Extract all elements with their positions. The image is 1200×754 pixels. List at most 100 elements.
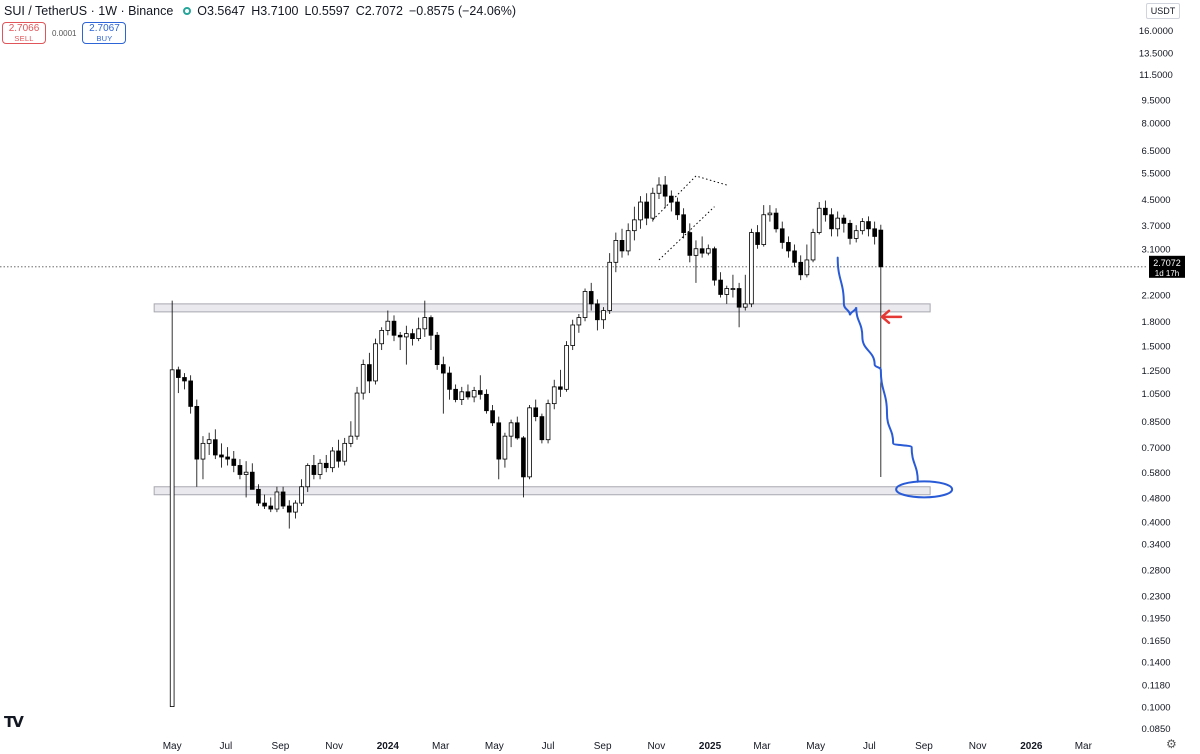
candle xyxy=(687,223,693,263)
candle-body-down xyxy=(533,407,539,418)
candle-body-up xyxy=(317,462,323,475)
candle xyxy=(601,307,606,329)
candle-body-up xyxy=(545,403,551,441)
candle xyxy=(798,255,804,281)
candle xyxy=(293,500,298,519)
target-circle[interactable] xyxy=(895,480,954,499)
candle xyxy=(459,386,465,406)
x-tick-label: Sep xyxy=(915,741,933,752)
candle-body-down xyxy=(434,334,440,365)
candle-body-up xyxy=(305,465,311,488)
candle-body-down xyxy=(786,242,791,252)
candle xyxy=(212,429,218,460)
y-tick-label: 1.2500 xyxy=(1141,366,1170,377)
candle xyxy=(823,200,828,222)
candle-body-down xyxy=(484,393,489,412)
projection-path[interactable] xyxy=(836,256,919,483)
candle xyxy=(317,459,323,480)
candle xyxy=(804,244,810,278)
candle-body-up xyxy=(293,502,298,513)
candle xyxy=(761,205,767,247)
candle xyxy=(243,461,249,498)
x-tick-label: Mar xyxy=(1075,741,1093,752)
candle-body-down xyxy=(675,201,680,216)
candle-body-down xyxy=(718,279,723,295)
candle-body-up xyxy=(804,259,810,276)
y-tick-label: 0.1000 xyxy=(1141,703,1170,714)
candle xyxy=(878,224,884,477)
candle-body-down xyxy=(231,458,237,466)
candle-body-up xyxy=(730,288,736,290)
candle-body-up xyxy=(582,291,588,318)
wedge-lower-line[interactable] xyxy=(658,206,715,261)
candle xyxy=(490,405,495,427)
candle-body-down xyxy=(212,439,218,456)
x-tick-label: Nov xyxy=(969,741,987,752)
buy-button[interactable]: 2.7067 BUY xyxy=(82,22,127,44)
buy-price: 2.7067 xyxy=(89,23,120,34)
candle-body-up xyxy=(767,212,773,216)
y-tick-label: 0.2300 xyxy=(1141,592,1170,603)
candle xyxy=(397,332,403,351)
y-tick-label: 0.3400 xyxy=(1141,539,1170,550)
candle-body-down xyxy=(428,317,434,336)
candle xyxy=(779,221,785,249)
candle xyxy=(607,253,612,315)
candle-body-up xyxy=(570,324,576,346)
candle-body-down xyxy=(847,222,853,239)
red-arrow-icon[interactable] xyxy=(880,309,903,325)
y-tick-label: 0.4000 xyxy=(1141,518,1170,529)
y-tick-label: 2.2000 xyxy=(1141,290,1170,301)
candle-body-down xyxy=(644,201,649,219)
time-axis[interactable]: May Jul Sep Nov 2024 Mar May Jul Sep Nov 2025 Mar Ma… xyxy=(163,741,1093,752)
candle xyxy=(348,421,354,448)
tradingview-logo-icon[interactable]: TV xyxy=(4,713,24,731)
candle-body-up xyxy=(422,317,428,330)
candle-body-up xyxy=(650,192,656,219)
candle-body-up xyxy=(613,240,619,263)
candle xyxy=(231,450,237,473)
candle xyxy=(829,208,834,237)
candle-body-down xyxy=(440,364,446,374)
currency-selector[interactable]: USDT xyxy=(1146,3,1180,19)
candle-body-down xyxy=(391,320,397,336)
candle-body-up xyxy=(625,230,631,252)
candle xyxy=(465,384,471,400)
y-tick-label: 0.5800 xyxy=(1141,468,1170,479)
y-tick-label: 0.1180 xyxy=(1142,680,1170,691)
candle xyxy=(786,236,791,258)
candle xyxy=(724,285,730,304)
candle-body-up xyxy=(853,230,859,239)
gear-icon[interactable]: ⚙ xyxy=(1166,737,1177,751)
y-tick-label: 5.5000 xyxy=(1141,168,1170,179)
candle-body-down xyxy=(539,416,545,441)
candle-body-up xyxy=(416,328,421,339)
candle xyxy=(336,439,341,468)
candle xyxy=(712,246,717,286)
wedge-upper-line[interactable] xyxy=(652,175,727,221)
last-price-badge xyxy=(1149,255,1185,278)
y-tick-label: 0.1400 xyxy=(1141,658,1170,669)
candle xyxy=(286,500,292,529)
y-tick-label: 1.0500 xyxy=(1141,389,1170,400)
open-value: O3.5647 xyxy=(197,4,246,18)
annotation-drawings xyxy=(652,175,954,499)
price-axis[interactable]: 16.0000 13.5000 11.5000 9.5000 8.0000 6.5000 5… xyxy=(1139,26,1173,735)
sell-button[interactable]: 2.7066 SELL xyxy=(2,22,46,44)
candle-body-down xyxy=(176,369,181,378)
support-zone[interactable] xyxy=(153,486,931,496)
low-value: L0.5597 xyxy=(304,4,350,18)
candle-body-down xyxy=(662,184,668,197)
candle xyxy=(477,375,483,400)
y-tick-label: 0.7000 xyxy=(1141,443,1170,454)
support-zone[interactable] xyxy=(153,303,931,313)
x-tick-label: Sep xyxy=(594,741,612,752)
candle-body-down xyxy=(792,250,797,263)
symbol-title[interactable]: SUI / TetherUS · 1W · Binance xyxy=(4,4,174,18)
candle-body-down xyxy=(311,465,317,475)
candle-body-down xyxy=(490,410,495,424)
candle-body-down xyxy=(219,454,224,458)
candle-body-up xyxy=(761,214,767,245)
candle xyxy=(755,225,760,249)
